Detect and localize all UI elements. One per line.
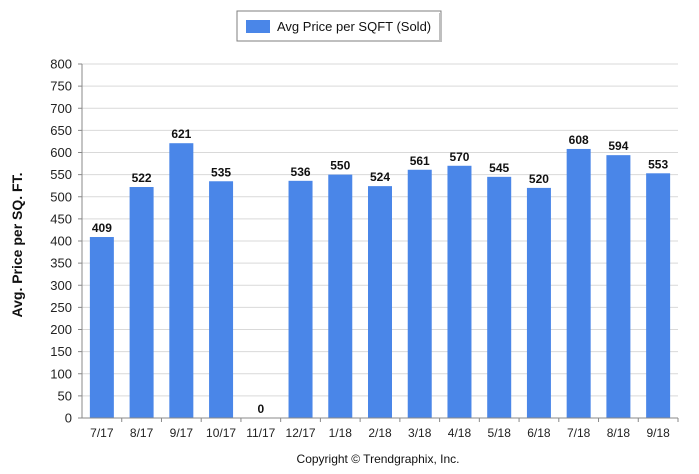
y-tick-label: 300 — [50, 278, 72, 293]
data-label: 522 — [132, 171, 152, 185]
x-tick-label: 11/17 — [246, 426, 275, 440]
y-tick-labels: 0 50 100 150 200 250 300 350 400 450 500 550 600 650 7… — [50, 57, 82, 426]
x-tick-label: 9/17 — [170, 426, 194, 440]
copyright-text: Copyright © Trendgraphix, Inc. — [297, 452, 460, 466]
bar — [368, 186, 392, 418]
x-tick-label: 1/18 — [329, 426, 353, 440]
x-tick-label: 6/18 — [527, 426, 551, 440]
data-label: 594 — [608, 139, 628, 153]
legend: Avg Price per SQFT (Sold) — [236, 10, 442, 42]
data-label: 409 — [92, 221, 112, 235]
data-label: 545 — [489, 161, 509, 175]
bar — [129, 187, 154, 418]
y-tick-label: 750 — [50, 79, 72, 94]
x-tick-labels: 7/17 8/17 9/17 10/17 11/17 12/17 1/18 2/18 3/18 4… — [90, 418, 679, 440]
y-tick-label: 500 — [50, 189, 72, 204]
data-label: 536 — [291, 165, 311, 179]
y-tick-label: 350 — [50, 256, 72, 271]
data-label: 550 — [330, 159, 350, 173]
bar — [606, 155, 631, 418]
bar — [566, 148, 591, 418]
data-label: 570 — [449, 150, 469, 164]
data-labels: 409 522 621 535 0 536 550 524 561 570 545 520 608 594… — [92, 127, 669, 416]
data-label: 0 — [257, 402, 264, 416]
legend-box — [236, 10, 442, 42]
data-label: 553 — [648, 157, 668, 171]
y-tick-label: 450 — [50, 211, 72, 226]
bar — [646, 173, 671, 418]
x-tick-label: 7/18 — [567, 426, 591, 440]
data-label: 561 — [410, 154, 430, 168]
bar — [447, 165, 472, 418]
bars — [89, 143, 671, 418]
x-tick-label: 10/17 — [206, 426, 236, 440]
data-label: 524 — [370, 170, 390, 184]
bar — [328, 174, 353, 418]
data-label: 520 — [529, 172, 549, 186]
y-axis-label: Avg. Price per SQ. FT. — [9, 173, 25, 318]
x-tick-label: 4/18 — [448, 426, 472, 440]
bar — [209, 181, 234, 418]
y-tick-label: 250 — [50, 300, 72, 315]
bar — [526, 187, 551, 418]
data-label: 535 — [211, 165, 231, 179]
x-tick-label: 9/18 — [646, 426, 670, 440]
y-tick-label: 800 — [50, 57, 72, 72]
y-tick-label: 600 — [50, 145, 72, 160]
x-tick-label: 8/18 — [607, 426, 631, 440]
y-tick-label: 50 — [58, 388, 72, 403]
data-label: 621 — [171, 127, 191, 141]
legend-label: Avg Price per SQFT (Sold) — [277, 19, 431, 34]
bar — [89, 237, 114, 418]
y-tick-label: 0 — [65, 411, 72, 426]
bar — [407, 169, 432, 418]
y-tick-label: 150 — [50, 344, 72, 359]
legend-swatch — [246, 20, 270, 33]
y-tick-label: 550 — [50, 167, 72, 182]
legend-shadow — [439, 13, 442, 42]
y-tick-label: 100 — [50, 366, 72, 381]
x-tick-label: 3/18 — [408, 426, 432, 440]
x-tick-label: 7/17 — [90, 426, 114, 440]
x-tick-label: 5/18 — [488, 426, 512, 440]
y-tick-label: 700 — [50, 101, 72, 116]
bar — [169, 143, 194, 418]
x-tick-label: 2/18 — [368, 426, 392, 440]
bar — [487, 176, 512, 418]
x-tick-label: 12/17 — [286, 426, 316, 440]
y-tick-label: 650 — [50, 123, 72, 138]
y-tick-label: 200 — [50, 322, 72, 337]
y-tick-label: 400 — [50, 234, 72, 249]
x-tick-label: 8/17 — [130, 426, 154, 440]
data-label: 608 — [569, 133, 589, 147]
bar — [288, 180, 313, 418]
